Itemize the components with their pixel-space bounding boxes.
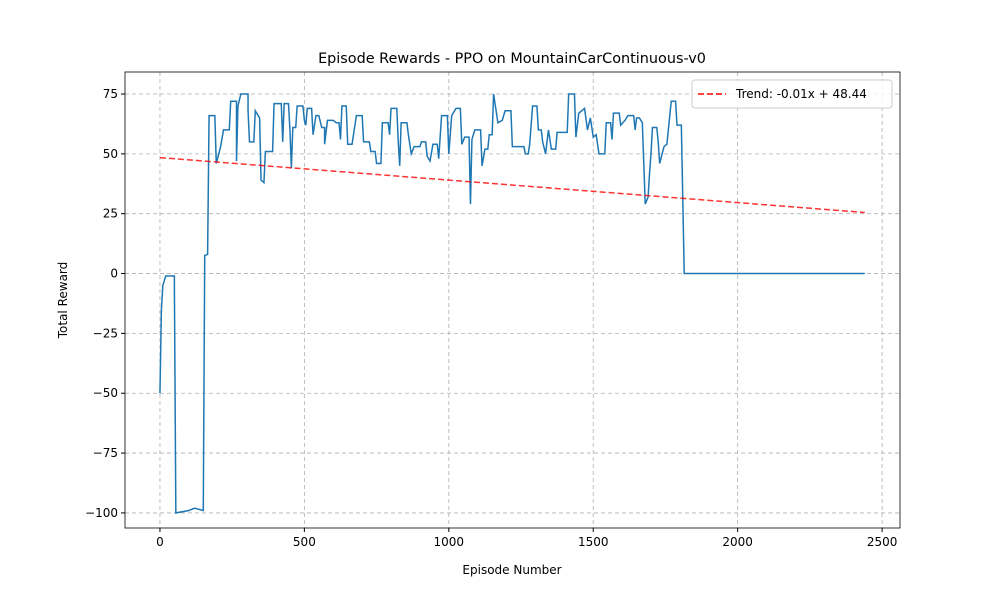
x-tick-label: 500 [293,535,316,549]
chart-title: Episode Rewards - PPO on MountainCarCont… [318,51,706,67]
plot-frame [124,71,901,529]
y-tick-label: −25 [93,326,118,340]
y-tick-label: −75 [93,446,118,460]
y-tick-label: 0 [110,267,118,281]
y-tick-label: 75 [103,87,118,101]
legend-box [691,79,893,109]
x-tick-label: 2500 [867,535,898,549]
y-tick-label: −50 [93,386,118,400]
y-tick-label: 50 [103,147,118,161]
y-tick-label: −100 [85,506,118,520]
x-tick-label: 2000 [722,535,753,549]
x-axis-label: Episode Number [462,563,561,577]
legend: Trend: -0.01x + 48.44 [691,79,893,109]
x-tick-label: 1000 [434,535,465,549]
y-tick-label: 25 [103,207,118,221]
y-axis-label: Total Reward [56,262,70,340]
data-line [159,156,865,214]
data-line [159,93,865,514]
x-tick-label: 0 [156,535,164,549]
x-tick-label: 1500 [578,535,609,549]
legend-label: Trend: -0.01x + 48.44 [735,87,867,101]
